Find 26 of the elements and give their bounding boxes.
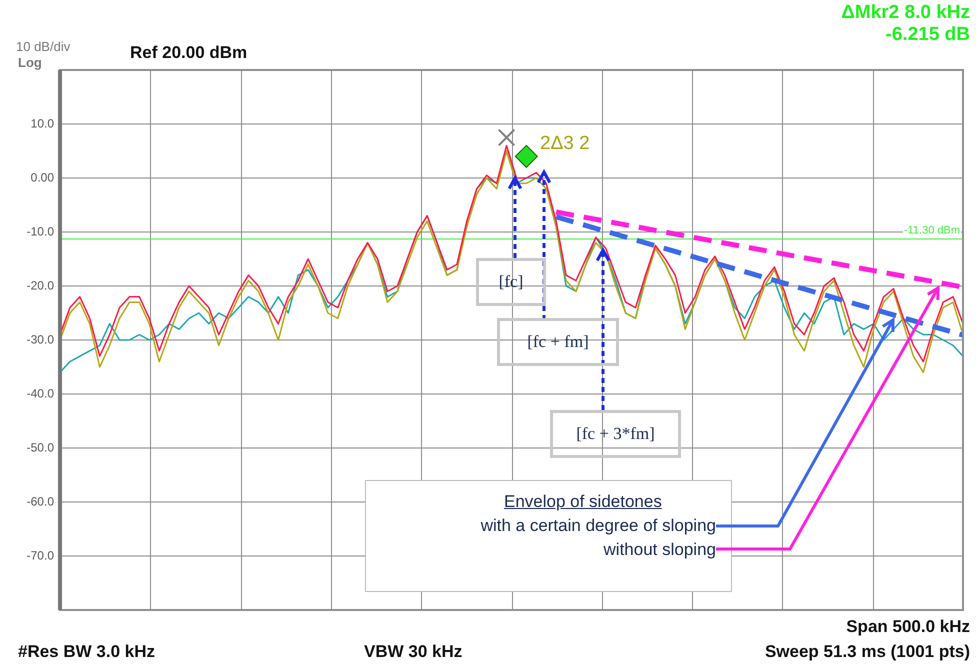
annotation: Envelop of sidetones <box>504 492 662 511</box>
text: Log <box>18 55 42 70</box>
annotation: with a certain degree of sloping <box>480 516 716 535</box>
text: VBW 30 kHz <box>364 642 462 661</box>
y-tick-label: -50.0 <box>26 440 54 454</box>
ref-line-label: -11.30 dBm <box>904 224 960 237</box>
label-frame: [fc + 3*fm] <box>550 410 681 458</box>
y-tick-label: -30.0 <box>26 332 54 346</box>
text: Ref 20.00 dBm <box>130 43 248 62</box>
text: ΔMkr2 8.0 kHz <box>841 2 970 23</box>
y-tick-label: -60.0 <box>26 494 54 508</box>
text: -6.215 dB <box>886 24 970 45</box>
text: Span 500.0 kHz <box>846 617 970 636</box>
y-tick-label: 0.00 <box>30 170 54 184</box>
annotation: without sloping <box>604 540 716 559</box>
label-frame: [fc] <box>476 258 546 306</box>
text: Sweep 51.3 ms (1001 pts) <box>764 642 970 661</box>
annotation: 2Δ3 2 <box>540 133 590 154</box>
y-tick-label: -20.0 <box>26 278 54 292</box>
label-frame: [fc + fm] <box>497 318 619 366</box>
y-tick-label: 10.0 <box>30 116 54 130</box>
y-tick-label: -40.0 <box>26 386 54 400</box>
y-tick-label: -10.0 <box>26 224 54 238</box>
text: #Res BW 3.0 kHz <box>18 642 155 661</box>
y-tick-label: -70.0 <box>26 548 54 562</box>
text: 10 dB/div <box>16 39 70 54</box>
